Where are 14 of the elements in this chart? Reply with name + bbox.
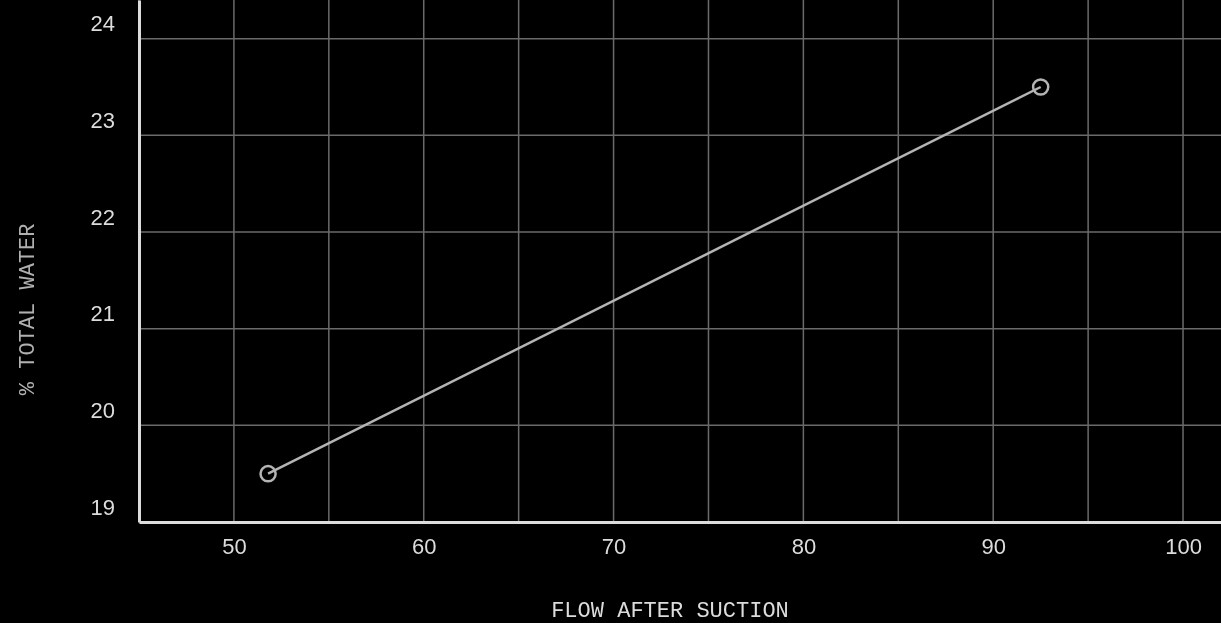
y-tick-label: 23 (90, 108, 115, 134)
x-tick-label: 100 (1165, 533, 1202, 559)
x-axis-title: FLOW AFTER SUCTION (551, 599, 789, 623)
x-tick-label: 50 (222, 533, 247, 559)
y-tick-label: 22 (90, 204, 115, 230)
y-tick-label: 21 (90, 301, 115, 327)
y-axis-title: % TOTAL WATER (16, 223, 41, 396)
y-tick-label: 24 (90, 11, 115, 37)
x-tick-label: 90 (981, 533, 1006, 559)
x-tick-label: 70 (601, 533, 627, 559)
x-tick-label: 80 (791, 533, 817, 559)
x-tick-label: 60 (411, 533, 437, 559)
y-tick-label: 19 (90, 494, 115, 520)
y-tick-label: 20 (90, 398, 115, 424)
